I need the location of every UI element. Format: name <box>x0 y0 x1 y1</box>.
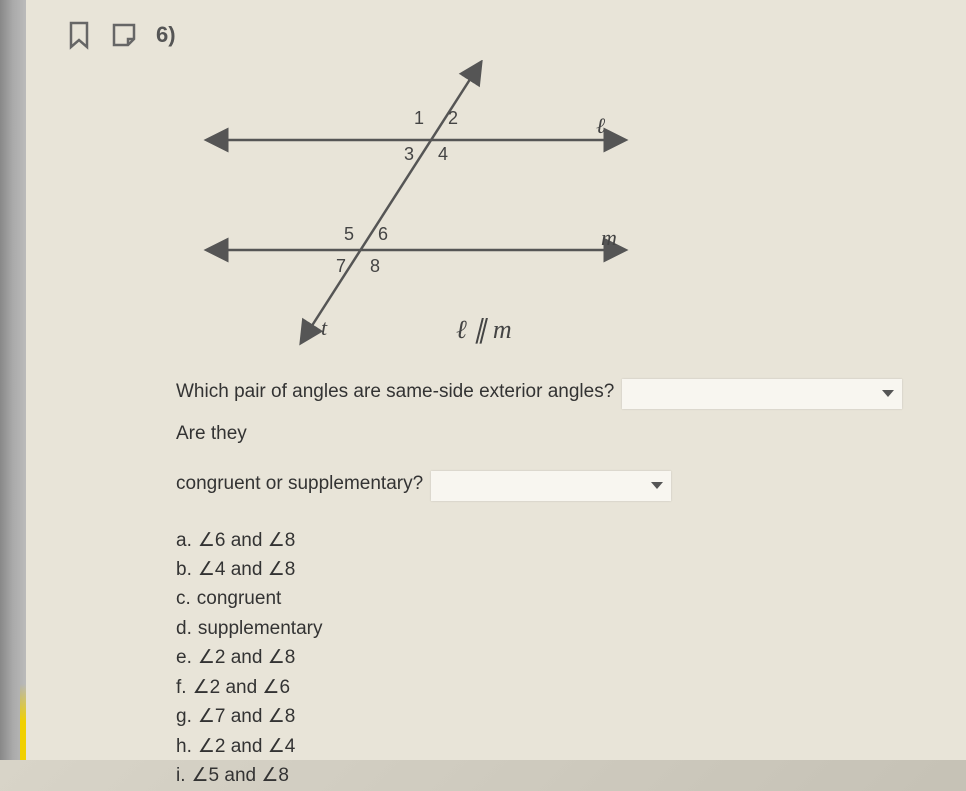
angle-2: 2 <box>448 108 458 128</box>
label-line-l: ℓ <box>596 113 606 138</box>
question-area: Which pair of angles are same-side exter… <box>176 375 926 502</box>
angle-1: 1 <box>414 108 424 128</box>
answer-dropdown-2[interactable] <box>431 471 671 501</box>
angle-8: 8 <box>370 256 380 276</box>
option-h: h.∠2 and ∠4 <box>176 732 926 761</box>
option-i: i.∠5 and ∠8 <box>176 761 926 790</box>
option-g: g.∠7 and ∠8 <box>176 702 926 731</box>
option-a: a.∠6 and ∠8 <box>176 526 926 555</box>
worksheet-page: 6) ℓ m t 1 2 3 4 <box>26 0 966 760</box>
note-icon[interactable] <box>110 21 138 49</box>
question-text-2: congruent or supplementary? <box>176 467 423 501</box>
chevron-down-icon <box>882 390 894 397</box>
option-b: b.∠4 and ∠8 <box>176 555 926 584</box>
top-toolbar: 6) <box>66 20 926 50</box>
question-text-after: Are they <box>176 417 247 451</box>
chevron-down-icon <box>651 482 663 489</box>
question-number: 6) <box>156 22 176 48</box>
option-e: e.∠2 and ∠8 <box>176 643 926 672</box>
option-f: f.∠2 and ∠6 <box>176 673 926 702</box>
angle-7: 7 <box>336 256 346 276</box>
angle-5: 5 <box>344 224 354 244</box>
angle-3: 3 <box>404 144 414 164</box>
label-line-m: m <box>601 225 617 250</box>
angle-4: 4 <box>438 144 448 164</box>
angle-6: 6 <box>378 224 388 244</box>
answer-dropdown-1[interactable] <box>622 379 902 409</box>
option-c: c.congruent <box>176 584 926 613</box>
bookmark-icon[interactable] <box>66 20 92 50</box>
option-d: d.supplementary <box>176 614 926 643</box>
label-line-t: t <box>321 315 328 340</box>
question-text-1: Which pair of angles are same-side exter… <box>176 375 614 409</box>
answer-options-list: a.∠6 and ∠8 b.∠4 and ∠8 c.congruent d.su… <box>176 526 926 791</box>
parallel-lines-diagram: ℓ m t 1 2 3 4 5 6 7 8 ℓ ∥ m <box>186 60 926 345</box>
